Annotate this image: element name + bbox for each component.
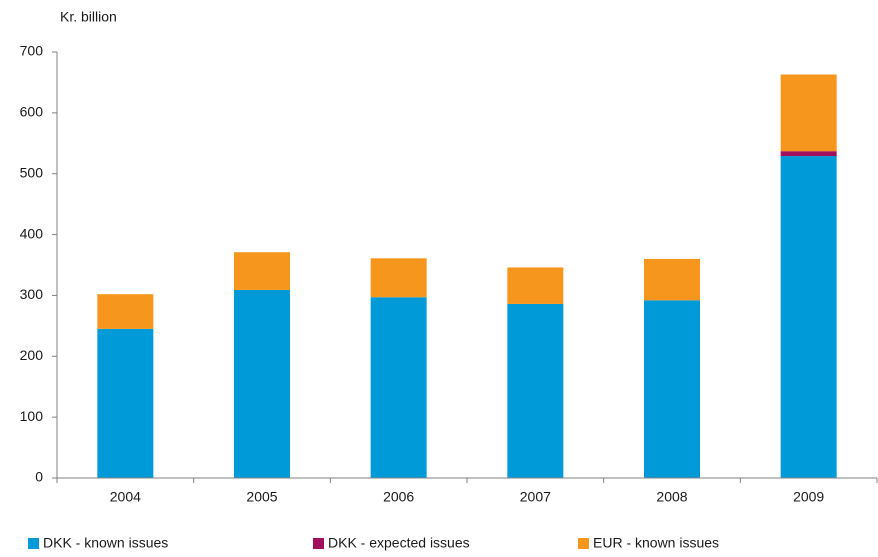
legend-swatch: [313, 538, 324, 549]
bar-segment: [234, 252, 290, 290]
x-tick-label: 2007: [520, 489, 551, 505]
bar-segment: [780, 74, 837, 152]
bar-segment: [370, 258, 427, 298]
bar-segment: [507, 267, 564, 304]
bar-segment: [507, 303, 564, 478]
legend-label: EUR - known issues: [593, 535, 719, 551]
legend-label: DKK - expected issues: [328, 535, 470, 551]
y-tick-label: 700: [20, 43, 44, 59]
y-tick-label: 200: [20, 347, 44, 363]
bar-segment: [780, 156, 837, 478]
y-tick-label: 400: [20, 225, 44, 241]
x-tick-label: 2008: [656, 489, 687, 505]
axis-title: Kr. billion: [60, 9, 117, 25]
x-tick-label: 2005: [246, 489, 277, 505]
bar-segment: [644, 258, 700, 301]
bar-segment: [780, 151, 837, 157]
bar-segment: [370, 297, 427, 478]
legend-swatch: [578, 538, 589, 549]
y-tick-label: 500: [20, 164, 44, 180]
bar-segment: [97, 328, 154, 478]
bar-segment: [234, 289, 290, 478]
y-tick-label: 600: [20, 104, 44, 120]
x-tick-label: 2004: [110, 489, 141, 505]
bar-segment: [97, 294, 154, 329]
y-tick-label: 100: [20, 408, 44, 424]
legend-swatch: [28, 538, 39, 549]
bar-segment: [644, 300, 700, 478]
y-tick-label: 300: [20, 286, 44, 302]
x-tick-label: 2009: [793, 489, 824, 505]
x-tick-label: 2006: [383, 489, 414, 505]
legend-label: DKK - known issues: [43, 535, 168, 551]
y-tick-label: 0: [35, 469, 43, 485]
